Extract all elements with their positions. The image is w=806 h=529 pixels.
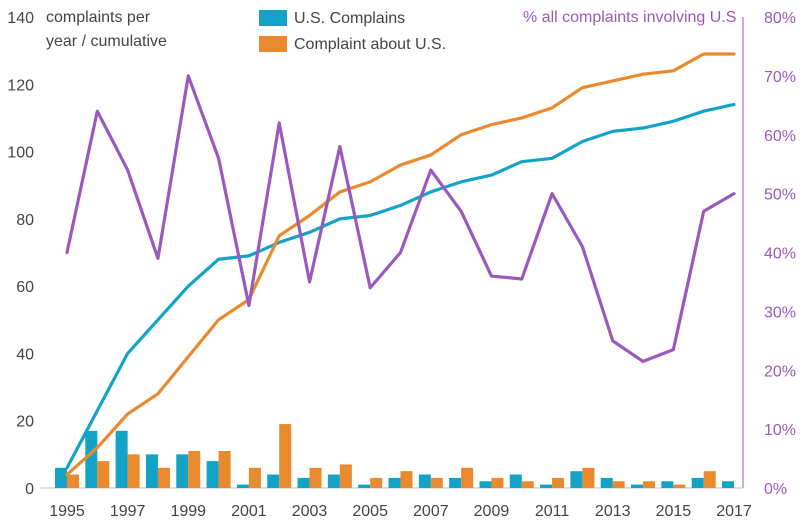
y-tick-label-left: 60 bbox=[16, 279, 34, 296]
legend-label-complaint-about-us: Complaint about U.S. bbox=[294, 36, 446, 53]
x-tick-label: 2007 bbox=[413, 503, 449, 520]
bar-us-complains bbox=[115, 430, 128, 488]
y-tick-label-right: 70% bbox=[764, 69, 796, 86]
bar-complaint-about-us bbox=[703, 471, 716, 488]
bar-complaint-about-us bbox=[218, 450, 231, 488]
bar-us-complains bbox=[570, 471, 583, 488]
bar-complaint-about-us bbox=[400, 471, 413, 488]
bar-us-complains bbox=[206, 461, 219, 488]
bar-us-complains bbox=[85, 430, 98, 488]
y-tick-label-left: 20 bbox=[16, 414, 34, 431]
bar-complaint-about-us bbox=[582, 467, 595, 488]
bar-complaint-about-us bbox=[67, 474, 79, 488]
x-tick-label: 1999 bbox=[170, 503, 206, 520]
x-tick-label: 2001 bbox=[231, 503, 267, 520]
y-tick-label-right: 30% bbox=[764, 304, 796, 321]
x-tick-label: 1995 bbox=[49, 503, 85, 520]
bar-us-complains bbox=[418, 474, 431, 488]
bar-us-complains bbox=[267, 474, 280, 488]
x-tick-label: 2015 bbox=[656, 503, 692, 520]
x-tick-label: 2011 bbox=[535, 503, 570, 520]
bar-us-complains bbox=[691, 477, 704, 488]
x-tick-label: 2009 bbox=[474, 503, 510, 520]
bar-us-complains bbox=[236, 484, 249, 488]
left-axis-label-line-1: complaints per bbox=[46, 9, 151, 26]
bar-complaint-about-us bbox=[521, 481, 534, 488]
y-tick-label-right: 0% bbox=[764, 481, 787, 498]
bar-complaint-about-us bbox=[643, 481, 656, 488]
y-tick-label-left: 40 bbox=[16, 346, 34, 363]
bar-complaint-about-us bbox=[127, 454, 140, 488]
y-tick-label-right: 50% bbox=[764, 187, 796, 204]
bar-complaint-about-us bbox=[430, 477, 443, 488]
y-tick-label-left: 0 bbox=[25, 481, 34, 498]
bar-complaint-about-us bbox=[673, 484, 686, 488]
bar-us-complains bbox=[176, 454, 189, 488]
bar-complaint-about-us bbox=[309, 467, 322, 488]
x-tick-label: 2017 bbox=[716, 503, 752, 520]
legend-swatch-complaint-about-us bbox=[259, 36, 287, 52]
bar-us-complains bbox=[479, 481, 492, 488]
y-tick-label-left: 120 bbox=[7, 77, 34, 94]
legend: U.S. Complains Complaint about U.S. bbox=[259, 10, 446, 53]
bar-us-complains bbox=[631, 484, 644, 488]
bar-us-complains bbox=[540, 484, 553, 488]
right-axis-label: % all complaints involving U.S bbox=[523, 9, 736, 26]
bar-us-complains bbox=[449, 477, 462, 488]
line-us-complains-cumulative bbox=[65, 102, 736, 470]
y-tick-label-left: 100 bbox=[7, 145, 34, 162]
bar-complaint-about-us bbox=[491, 477, 504, 488]
bar-complaint-about-us bbox=[188, 450, 201, 488]
y-tick-label-right: 40% bbox=[764, 246, 796, 263]
bar-us-complains bbox=[661, 481, 674, 488]
bar-complaint-about-us bbox=[370, 477, 383, 488]
left-axis-label: complaints per year / cumulative bbox=[46, 9, 167, 50]
legend-label-us-complains: U.S. Complains bbox=[294, 10, 405, 27]
bar-us-complains bbox=[722, 481, 734, 488]
bar-us-complains bbox=[358, 484, 371, 488]
y-tick-label-right: 20% bbox=[764, 363, 796, 380]
x-tick-label: 2003 bbox=[292, 503, 328, 520]
bar-complaint-about-us bbox=[157, 467, 170, 488]
y-tick-label-left: 80 bbox=[16, 212, 34, 229]
line-percent-involving-us bbox=[65, 74, 736, 364]
bar-us-complains bbox=[388, 477, 401, 488]
y-tick-label-right: 80% bbox=[764, 10, 796, 27]
bar-complaint-about-us bbox=[461, 467, 474, 488]
bar-us-complains bbox=[600, 477, 613, 488]
bar-complaint-about-us bbox=[97, 461, 110, 488]
plot-area: 0 20 40 60 80 100 120 140 0% 10% 20% 30% 40% 50% 60% 70… bbox=[7, 10, 796, 520]
bar-us-complains bbox=[145, 454, 158, 488]
bar-us-complains bbox=[327, 474, 340, 488]
bar-us-complains bbox=[297, 477, 310, 488]
y-tick-label-right: 60% bbox=[764, 128, 796, 145]
bar-complaint-about-us bbox=[248, 467, 261, 488]
line-complaint-about-us-cumulative bbox=[65, 52, 736, 477]
bar-complaint-about-us bbox=[279, 424, 292, 488]
bar-us-complains bbox=[509, 474, 522, 488]
bar-complaint-about-us bbox=[552, 477, 565, 488]
left-axis-label-line-2: year / cumulative bbox=[46, 33, 167, 50]
bar-us-complains bbox=[55, 467, 67, 488]
legend-swatch-us-complains bbox=[259, 10, 287, 26]
bar-complaint-about-us bbox=[339, 464, 352, 488]
x-tick-label: 2013 bbox=[595, 503, 631, 520]
y-tick-label-right: 10% bbox=[764, 422, 796, 439]
x-tick-label: 2005 bbox=[352, 503, 388, 520]
bar-complaint-about-us bbox=[612, 481, 625, 488]
y-tick-label-left: 140 bbox=[7, 10, 34, 27]
x-tick-label: 1997 bbox=[110, 503, 146, 520]
